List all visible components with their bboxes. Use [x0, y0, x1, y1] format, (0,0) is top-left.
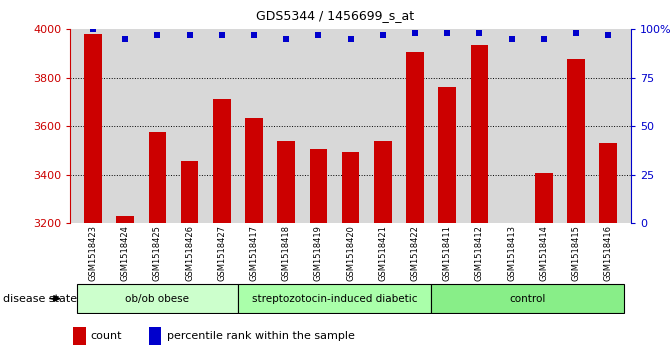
Bar — [238, 284, 431, 313]
Bar — [535, 174, 553, 223]
Text: ob/ob obese: ob/ob obese — [125, 294, 189, 303]
Bar — [116, 216, 134, 223]
Bar — [213, 99, 231, 223]
Text: percentile rank within the sample: percentile rank within the sample — [167, 331, 355, 341]
Bar — [180, 161, 199, 223]
Bar — [438, 87, 456, 223]
Bar — [599, 143, 617, 223]
Text: disease state: disease state — [3, 294, 77, 303]
Bar — [567, 60, 585, 223]
Bar — [84, 34, 102, 223]
Bar — [374, 141, 392, 223]
Text: count: count — [90, 331, 121, 341]
Bar — [470, 45, 488, 223]
Bar — [342, 152, 360, 223]
Bar — [309, 149, 327, 223]
Text: GDS5344 / 1456699_s_at: GDS5344 / 1456699_s_at — [256, 9, 415, 22]
Bar — [406, 52, 424, 223]
Text: control: control — [509, 294, 546, 303]
Bar — [431, 284, 624, 313]
Bar — [77, 284, 238, 313]
Bar — [73, 327, 86, 345]
Bar — [149, 327, 161, 345]
Text: streptozotocin-induced diabetic: streptozotocin-induced diabetic — [252, 294, 417, 303]
Bar — [245, 118, 263, 223]
Bar — [277, 141, 295, 223]
Bar — [148, 132, 166, 223]
